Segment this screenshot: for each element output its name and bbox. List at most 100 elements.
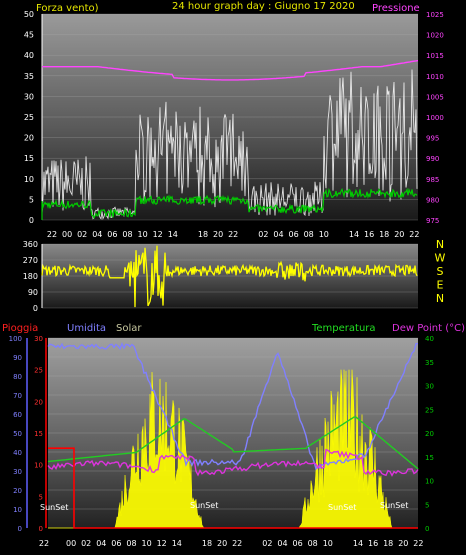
temperature-tick: 0 [425,525,429,533]
wind-speed-tick: 45 [24,31,34,40]
wind-direction-series [41,245,418,308]
pressure-tick: 1000 [426,114,444,122]
hour-tick: 18 [379,230,389,239]
hour-tick: 08 [304,230,314,239]
temperature-tick: 40 [425,335,434,343]
humidity-tick: 70 [13,392,22,400]
wind-gust-line [41,69,418,220]
wind-average-line [41,187,418,220]
pressure-tick: 1020 [426,32,444,40]
humidity-tick: 100 [9,335,22,343]
hour-tick: 20 [398,539,408,548]
hour-tick: 14 [353,539,363,548]
pressure-tick: 975 [426,217,439,225]
wind-speed-tick: 20 [24,134,34,143]
hour-tick: 18 [198,230,208,239]
temperature-line [47,416,419,470]
direction-tick: 90 [28,288,38,297]
temp-humidity-series: SunSet SunSet SunSet SunSet [40,342,419,529]
hour-tick: 16 [368,539,378,548]
temperature-tick: 35 [425,359,434,367]
dewpoint-label: Dew Point (°C) [392,323,465,334]
humidity-tick: 30 [13,468,22,476]
humidity-label: Umidita [67,323,106,334]
graph-title: 24 hour graph day : Giugno 17 2020 [172,1,355,12]
hour-tick: 10 [323,539,333,548]
wind-pressure-series [41,59,419,220]
hour-tick: 22 [39,539,49,548]
temperature-tick: 30 [425,383,434,391]
hour-tick: 02 [262,539,272,548]
rain-line [48,447,418,529]
wind-speed-tick: 25 [24,113,34,122]
pressure-tick: 1005 [426,93,444,101]
pressure-tick: 1010 [426,73,444,81]
hour-tick: 08 [308,539,318,548]
humidity-tick: 0 [18,525,22,533]
hour-tick: 04 [92,230,102,239]
hour-tick: 12 [153,230,163,239]
dewpoint-line [47,448,419,477]
pressure-tick: 1015 [426,52,444,60]
hour-tick: 08 [126,539,136,548]
hour-tick: 04 [273,230,283,239]
direction-tick: 270 [23,256,38,265]
pressure-tick: 995 [426,135,439,143]
humidity-tick: 40 [13,449,22,457]
rain-tick: 5 [39,493,43,501]
pressure-tick: 980 [426,196,439,204]
hour-tick: 22 [232,539,242,548]
hour-tick: 22 [413,539,423,548]
wind-direction-line [41,245,418,308]
sunset-label: SunSet [380,501,408,510]
wind-pressure-grid [42,13,418,221]
solar-label: Solar [116,323,142,334]
wind-speed-tick: 15 [24,154,34,163]
hour-tick: 12 [157,539,167,548]
direction-tick: 360 [23,240,38,249]
hour-tick: 02 [258,230,268,239]
sunset-label: SunSet [190,501,218,510]
humidity-tick: 20 [13,487,22,495]
wind-direction-grid [42,243,418,309]
wind-speed-label: Forza vento) [36,3,99,14]
compass-e: E [437,279,444,292]
wind-speed-axis: 0 5 10 15 20 25 30 35 40 45 50 [24,10,43,225]
wind-speed-tick: 0 [29,216,34,225]
rain-tick: 0 [39,525,43,533]
hour-tick: 04 [96,539,106,548]
rain-tick: 25 [34,367,43,375]
temperature-tick: 5 [425,501,429,509]
wind-speed-tick: 50 [24,10,34,19]
hour-tick: 02 [77,230,87,239]
temperature-tick: 25 [425,406,434,414]
direction-tick: 180 [23,272,38,281]
humidity-tick: 80 [13,373,22,381]
wind-speed-tick: 30 [24,92,34,101]
hour-tick: 16 [364,230,374,239]
hour-tick: 22 [409,230,419,239]
hour-tick: 20 [217,539,227,548]
pressure-tick: 990 [426,155,439,163]
top-hour-axis: 22 00 02 04 06 08 10 12 14 18 20 22 02 04 06 08 10 14 16 18… [47,230,420,239]
compass-n: N [436,292,444,305]
pressure-tick: 1025 [426,11,444,19]
hour-tick: 14 [168,230,178,239]
hour-tick: 00 [66,539,76,548]
rain-tick: 30 [34,335,43,343]
hour-tick: 18 [202,539,212,548]
lower-axes: 0 10 20 30 40 50 60 70 80 90 100 0 5 10 15 20 25 30 0 5 10 15… [9,335,434,533]
hour-tick: 14 [349,230,359,239]
humidity-tick: 50 [13,430,22,438]
hour-tick: 18 [383,539,393,548]
pressure-tick: 985 [426,176,439,184]
sunset-label: SunSet [328,503,356,512]
humidity-tick: 90 [13,354,22,362]
hour-tick: 02 [81,539,91,548]
hour-tick: 14 [172,539,182,548]
pressure-axis: 975 980 985 990 995 1000 1005 1010 1015 1020 1025 [426,11,444,225]
hour-tick: 00 [62,230,72,239]
wind-direction-axis: 0 90 180 270 360 [23,240,43,313]
